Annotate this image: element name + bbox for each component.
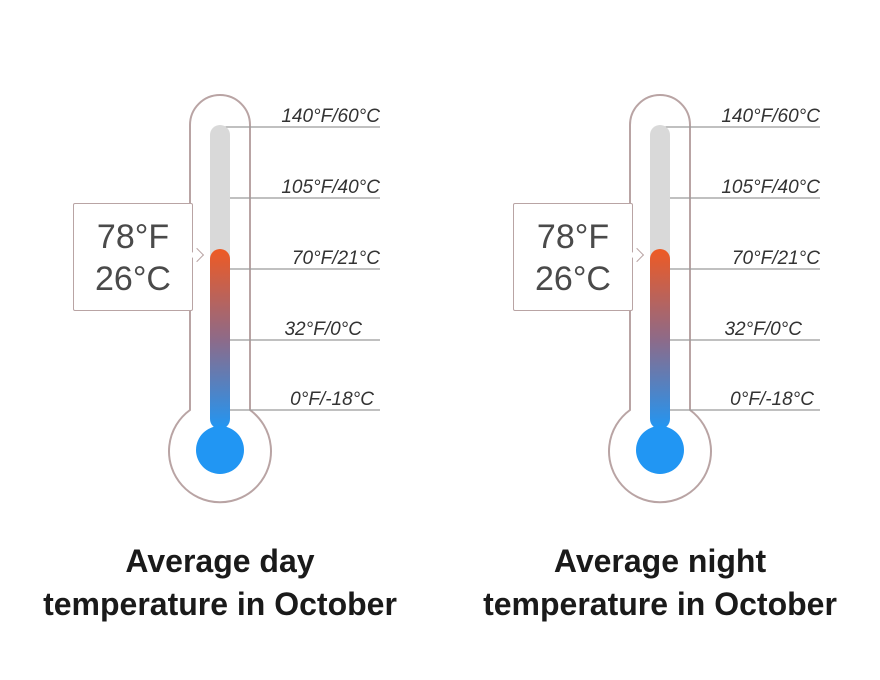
caption-line-1: Average day [125,543,315,579]
thermometer-panel-day: 140°F/60°C 105°F/40°C 70°F/21°C 32°F/0°C… [0,94,440,626]
thermometer-bulb [636,426,684,474]
thermometer-panel-night: 140°F/60°C 105°F/40°C 70°F/21°C 32°F/0°C… [440,0,880,680]
scale-lines [660,126,820,411]
caption: Average day temperature in October [0,540,440,626]
scale-label-105: 105°F/40°C [281,177,380,198]
thermometer-graphic: 140°F/60°C 105°F/40°C 70°F/21°C 32°F/0°C… [168,94,380,504]
reading-fahrenheit: 78°F [96,218,170,256]
scale-label-32: 32°F/0°C [724,319,802,340]
temperature-reading-box: 78°F 26°C [73,203,205,311]
caption-line-2: temperature in October [483,586,837,622]
scale-label-140: 140°F/60°C [281,106,380,127]
scale-label-70: 70°F/21°C [732,248,820,269]
scale-label-0: 0°F/-18°C [290,389,374,410]
caption-line-1: Average night [553,543,767,579]
reading-fahrenheit: 78°F [536,218,610,256]
thermometer-graphic: 140°F/60°C 105°F/40°C 70°F/21°C 32°F/0°C… [608,94,820,504]
reading-celsius: 26°C [95,260,171,298]
reading-celsius: 26°C [535,260,611,298]
scale-label-0: 0°F/-18°C [730,389,814,410]
scale-label-32: 32°F/0°C [284,319,362,340]
mercury-fill [650,249,670,429]
scale-label-140: 140°F/60°C [721,106,820,127]
thermometer-bulb [196,426,244,474]
temperature-reading-box: 78°F 26°C [513,203,645,311]
mercury-fill [210,249,230,429]
caption: Average night temperature in October [440,540,880,626]
scale-lines [220,126,380,411]
scale-label-105: 105°F/40°C [721,177,820,198]
scale-label-70: 70°F/21°C [292,248,380,269]
caption-line-2: temperature in October [43,586,397,622]
